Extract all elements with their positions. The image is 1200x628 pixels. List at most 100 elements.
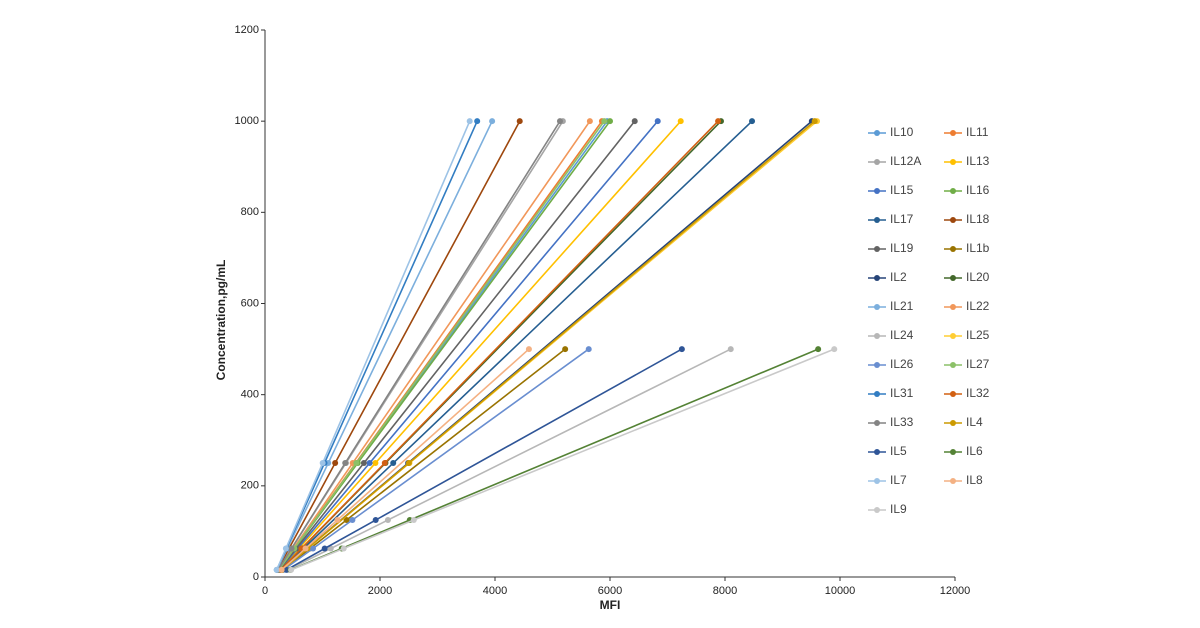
data-point xyxy=(516,118,523,125)
legend-marker xyxy=(950,130,956,136)
data-point xyxy=(366,460,373,467)
data-point xyxy=(327,545,334,552)
data-point xyxy=(273,566,280,573)
legend-label: IL25 xyxy=(966,328,990,342)
data-point xyxy=(334,517,341,524)
legend-label: IL33 xyxy=(890,415,914,429)
legend-marker xyxy=(874,391,880,397)
data-point xyxy=(288,566,295,573)
data-point xyxy=(631,118,638,125)
legend-label: IL11 xyxy=(966,125,989,139)
legend-marker xyxy=(950,478,956,484)
data-point xyxy=(340,545,347,552)
legend-label: IL31 xyxy=(890,386,914,400)
series-line xyxy=(281,120,816,571)
data-point xyxy=(353,460,360,467)
legend-marker xyxy=(874,478,880,484)
legend-label: IL4 xyxy=(966,415,983,429)
legend-label: IL15 xyxy=(890,183,914,197)
data-point xyxy=(678,346,685,353)
y-tick-label: 800 xyxy=(241,206,259,218)
series-line xyxy=(287,348,732,571)
data-point xyxy=(349,517,356,524)
legend-marker xyxy=(874,217,880,223)
legend-marker xyxy=(874,275,880,281)
legend-label: IL16 xyxy=(966,183,990,197)
legend-label: IL20 xyxy=(966,270,990,284)
data-point xyxy=(654,118,661,125)
legend-label: IL26 xyxy=(890,357,914,371)
legend-marker xyxy=(874,159,880,165)
legend-marker xyxy=(874,304,880,310)
data-point xyxy=(372,517,379,524)
y-axis-title: Concentration,pg/mL xyxy=(214,260,228,381)
legend-marker xyxy=(950,420,956,426)
legend-label: IL9 xyxy=(890,502,907,516)
data-point xyxy=(677,118,684,125)
series-line xyxy=(275,120,471,571)
data-point xyxy=(342,460,349,467)
data-point xyxy=(489,118,496,125)
series-line xyxy=(286,348,683,571)
y-tick-label: 1000 xyxy=(235,115,259,127)
x-tick-label: 0 xyxy=(262,585,268,597)
legend-label: IL10 xyxy=(890,125,914,139)
data-point xyxy=(749,118,756,125)
data-point xyxy=(343,517,350,524)
legend-label: IL19 xyxy=(890,241,914,255)
y-tick-label: 0 xyxy=(253,571,259,583)
data-point xyxy=(607,118,613,125)
legend-marker xyxy=(874,246,880,252)
data-point xyxy=(384,517,391,524)
data-point xyxy=(390,460,397,467)
series-line xyxy=(290,348,819,571)
y-tick-label: 1200 xyxy=(235,24,259,36)
x-tick-label: 12000 xyxy=(940,585,971,597)
data-point xyxy=(727,346,734,353)
data-point xyxy=(310,545,317,552)
data-point xyxy=(466,118,473,125)
series-line xyxy=(280,120,719,571)
series-line xyxy=(279,120,682,571)
legend-label: IL5 xyxy=(890,444,907,458)
legend-label: IL18 xyxy=(966,212,990,226)
legend-marker xyxy=(950,159,956,165)
legend-marker xyxy=(950,217,956,223)
series-line xyxy=(278,120,605,571)
legend-label: IL2 xyxy=(890,270,907,284)
legend-label: IL22 xyxy=(966,299,990,313)
legend-marker xyxy=(874,130,880,136)
y-tick-label: 600 xyxy=(241,297,259,309)
data-point xyxy=(321,545,328,552)
data-point xyxy=(715,118,722,125)
legend-label: IL1b xyxy=(966,241,990,255)
x-tick-label: 2000 xyxy=(368,585,392,597)
data-point xyxy=(405,460,412,467)
y-tick-label: 400 xyxy=(241,389,259,401)
x-tick-label: 6000 xyxy=(598,585,622,597)
legend-marker xyxy=(950,391,956,397)
data-point xyxy=(410,517,417,524)
data-point xyxy=(601,118,608,125)
data-point xyxy=(282,545,289,552)
series-line xyxy=(290,348,835,571)
legend-label: IL27 xyxy=(966,357,990,371)
legend-marker xyxy=(874,362,880,368)
data-point xyxy=(278,566,285,573)
series-line xyxy=(277,120,591,571)
legend-marker xyxy=(874,188,880,194)
legend-marker xyxy=(950,449,956,455)
legend-marker xyxy=(950,362,956,368)
data-point xyxy=(815,346,822,353)
legend-label: IL32 xyxy=(966,386,990,400)
data-point xyxy=(474,118,481,125)
x-tick-label: 8000 xyxy=(713,585,737,597)
data-point xyxy=(360,460,367,467)
series-line xyxy=(280,120,753,571)
series-line xyxy=(282,348,566,571)
data-point xyxy=(381,460,388,467)
legend-marker xyxy=(950,188,956,194)
data-point xyxy=(319,460,326,467)
data-point xyxy=(302,545,309,552)
